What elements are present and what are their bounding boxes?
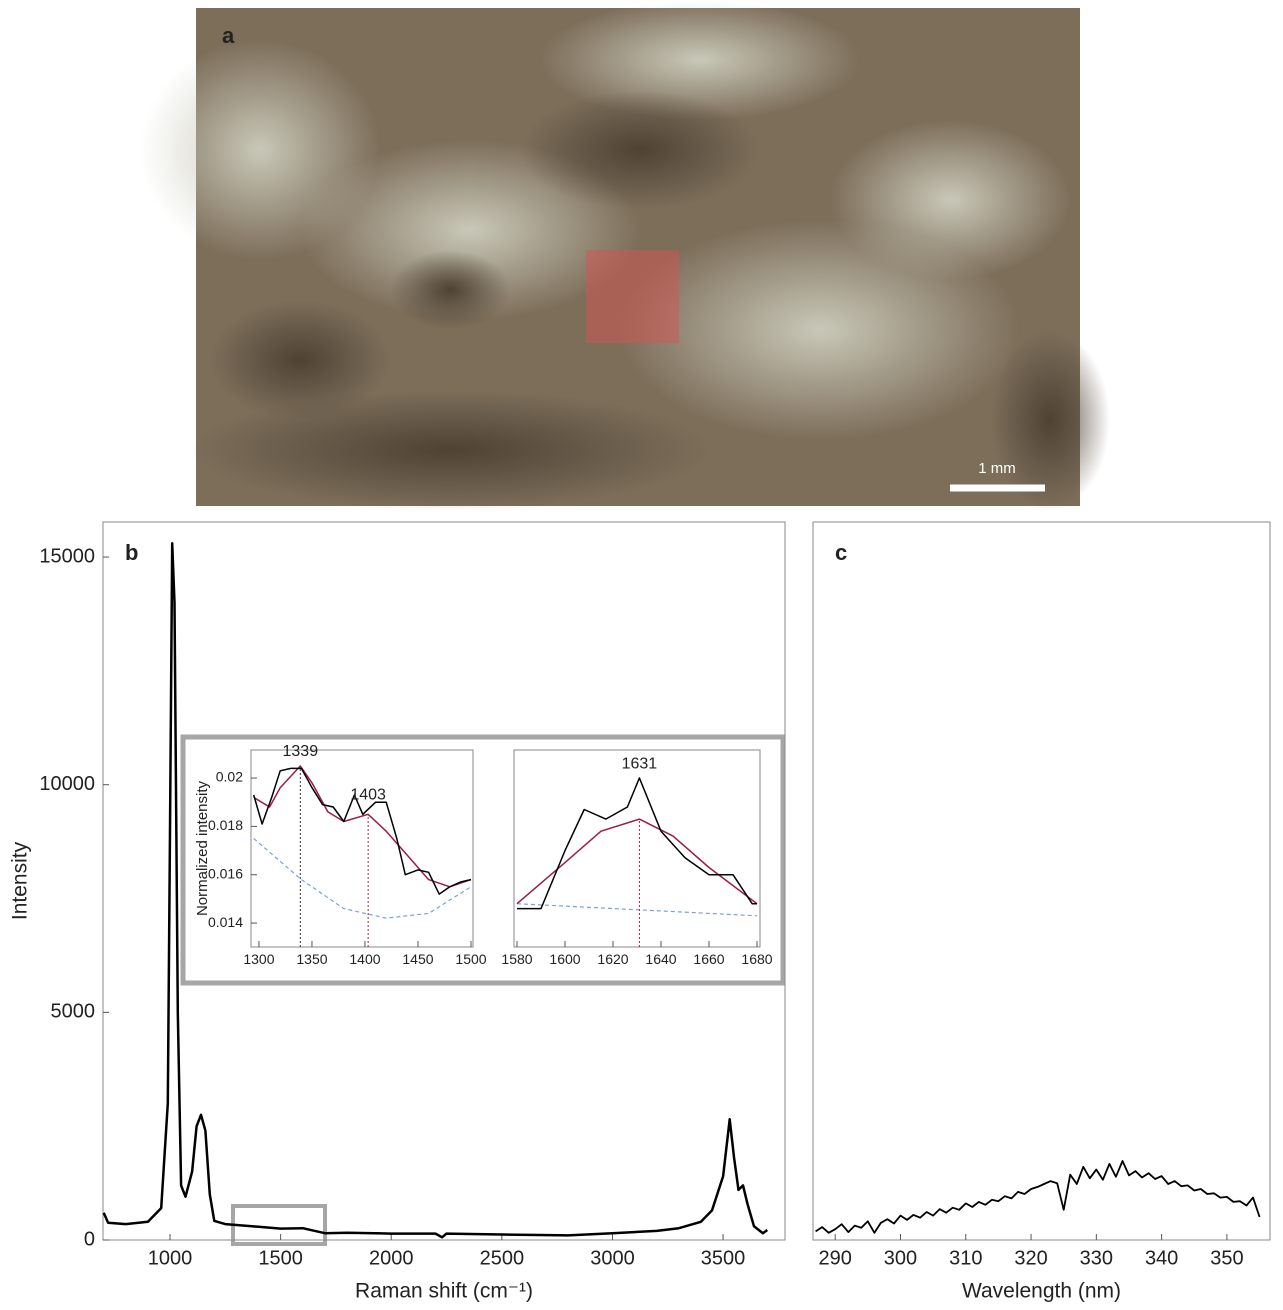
x-tick-label: 1000	[148, 1247, 193, 1269]
y-axis-label: Intensity	[9, 841, 32, 920]
y-tick-label: 0.016	[208, 865, 243, 881]
photo: a 1 mm	[140, 0, 1110, 510]
x-tick-label: 2500	[480, 1247, 525, 1269]
y-tick-label: 0.018	[208, 817, 243, 833]
y-axis-label: Normalized intensity	[194, 780, 211, 916]
x-tick-label: 310	[949, 1247, 982, 1269]
plot-frame	[813, 522, 1270, 1240]
x-tick-label: 2000	[369, 1247, 414, 1269]
x-tick-label: 330	[1080, 1247, 1113, 1269]
x-tick-label: 350	[1210, 1247, 1243, 1269]
x-tick-label: 1450	[402, 951, 433, 967]
y-tick-label: 0	[84, 1228, 95, 1250]
x-tick-label: 1580	[501, 951, 532, 967]
x-tick-label: 1500	[455, 951, 486, 967]
x-tick-label: 1500	[258, 1247, 303, 1269]
x-tick-label: 340	[1145, 1247, 1178, 1269]
inset-frame	[183, 737, 783, 983]
panel-label: b	[125, 540, 138, 565]
x-tick-label: 1300	[243, 951, 274, 967]
x-tick-label: 1660	[693, 951, 724, 967]
x-tick-label: 3500	[701, 1247, 746, 1269]
y-tick-label: 10000	[39, 773, 95, 795]
y-tick-label: 5000	[51, 1001, 96, 1023]
x-tick-label: 1600	[549, 951, 580, 967]
y-tick-label: 0.02	[216, 769, 243, 785]
peak-label: 1631	[622, 755, 658, 772]
x-tick-label: 300	[884, 1247, 917, 1269]
x-axis-label: Wavelength (nm)	[962, 1280, 1121, 1303]
figure: a 1 mm 1000 1500 2000 2500 3000 3500 0 5000 1000…	[0, 0, 1283, 1310]
x-tick-label: 1350	[296, 951, 327, 967]
y-tick-label: 0.014	[208, 914, 243, 930]
scale-label: 1 mm	[978, 460, 1016, 477]
x-axis-label: Raman shift (cm⁻¹)	[355, 1280, 533, 1303]
peak-label: 1403	[350, 786, 386, 803]
x-tick-label: 3000	[590, 1247, 635, 1269]
x-tick-label: 1640	[645, 951, 676, 967]
x-tick-label: 1400	[349, 951, 380, 967]
x-tick-label: 1680	[741, 951, 772, 967]
panel-label: c	[835, 540, 847, 565]
panel-label: a	[222, 23, 235, 48]
x-tick-label: 1620	[597, 951, 628, 967]
x-tick-label: 290	[819, 1247, 852, 1269]
series-line	[816, 1161, 1260, 1233]
y-tick-label: 15000	[39, 545, 95, 567]
region-highlight	[586, 250, 679, 343]
peak-label: 1339	[283, 743, 319, 760]
x-tick-label: 320	[1014, 1247, 1047, 1269]
